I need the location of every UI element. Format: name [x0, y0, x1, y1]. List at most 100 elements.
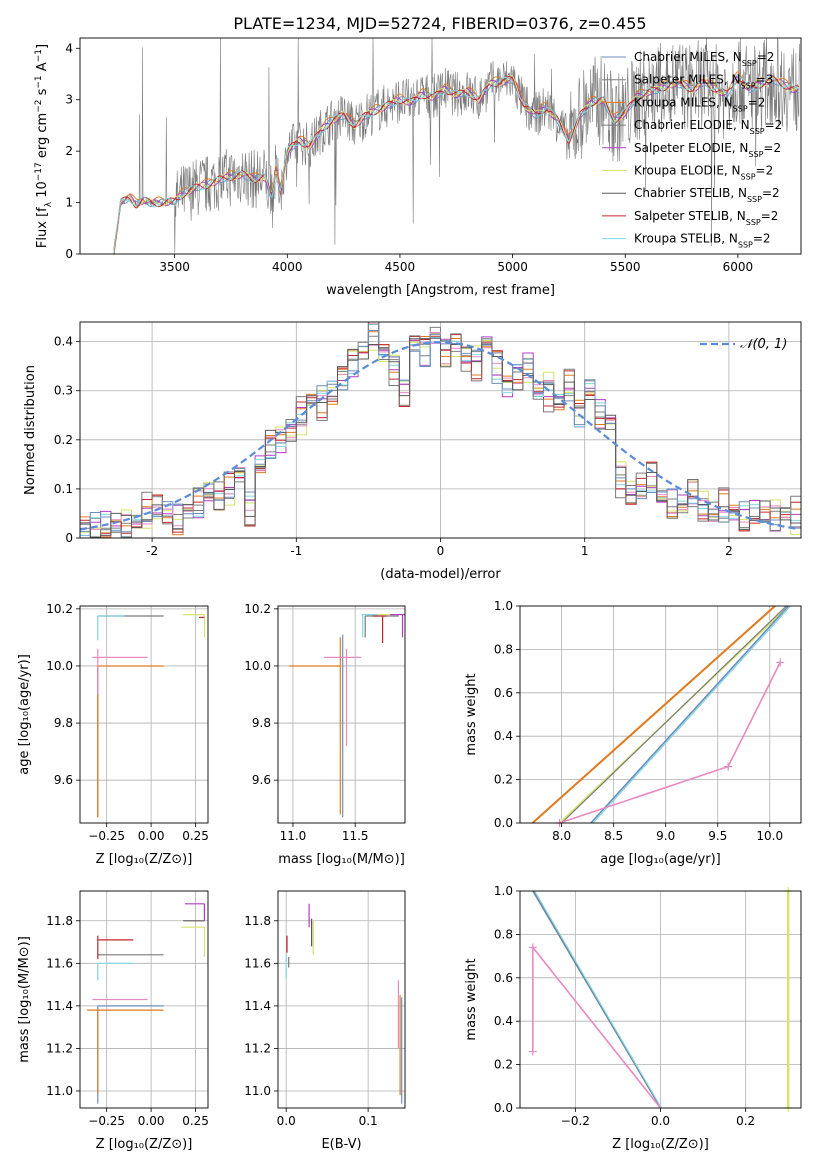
model-line	[113, 75, 800, 254]
legend-name: Kroupa MILES, N	[634, 95, 733, 109]
series-line	[592, 606, 792, 823]
x-tick-label: 0.2	[736, 1114, 755, 1128]
legend-sub: SSP	[741, 172, 756, 181]
y-tick-label: 0.4	[494, 729, 513, 743]
legend: 𝒩(0, 1)	[700, 337, 787, 352]
axes-mass-weight-vs-Z: −0.2 0.0 0.2 0.0 0.2 0.4 0.6 0.8 1.0 Z [log₁₀(Z/Z…	[464, 884, 802, 1152]
y-axis-label: mass weight	[464, 673, 479, 755]
legend-sub: SSP	[748, 149, 763, 158]
x-tick-label: 0.1	[359, 1114, 378, 1128]
y-tick-label: 0.2	[54, 433, 73, 447]
legend-label: Chabrier MILES, NSSP=2	[634, 50, 774, 68]
x-tick-label: −0.25	[88, 1114, 125, 1128]
x-tick-label: −0.2	[561, 1114, 590, 1128]
legend-name: Chabrier ELODIE, N	[634, 118, 750, 132]
x-tick-label: 0.0	[651, 1114, 670, 1128]
x-axis-label: mass [log₁₀(M/M⊙)]	[278, 852, 405, 867]
normal-curve	[80, 341, 799, 531]
legend-name: Chabrier MILES, N	[634, 50, 742, 64]
legend-name: Chabrier STELIB, N	[634, 186, 747, 200]
x-tick-label: −0.25	[88, 829, 125, 843]
x-tick-label: 11.0	[280, 829, 307, 843]
y-tick-label: 9.6	[54, 773, 73, 787]
plot-area	[520, 606, 801, 823]
x-tick-label: 0.25	[182, 1114, 209, 1128]
legend-name: Kroupa ELODIE, N	[634, 164, 741, 178]
plot-area	[80, 891, 208, 1108]
x-axis-label: Z [log₁₀(Z/Z⊙)]	[612, 1137, 709, 1152]
label-part: −1	[34, 49, 44, 62]
legend-sub: SSP	[750, 127, 765, 136]
axes-frame	[277, 890, 406, 1109]
series-line	[532, 946, 662, 1108]
model-line	[113, 76, 800, 254]
y-tick-label: 9.8	[252, 716, 271, 730]
y-tick-label: 0.4	[494, 1014, 513, 1028]
legend-label: Kroupa STELIB, NSSP=2	[634, 232, 771, 250]
series-line	[531, 606, 776, 823]
y-tick-label: 0	[65, 531, 73, 545]
legend-sub: SSP	[747, 195, 762, 204]
plot-area	[278, 606, 405, 823]
y-tick-label: 0.0	[494, 816, 513, 830]
x-tick-label: 0.25	[182, 829, 209, 843]
label-part: −2	[34, 100, 44, 113]
y-tick-label: 11.6	[244, 956, 271, 970]
y-tick-label: 0.2	[494, 1058, 513, 1072]
x-axis-label: age [log₁₀(age/yr)]	[600, 852, 721, 867]
y-tick-label: 0	[65, 247, 73, 261]
axes-residuals: -2 -1 0 1 2 0 0.1 0.2 0.3 0.4 (data-model)/error No…	[23, 321, 802, 582]
x-tick-label: 3500	[159, 260, 190, 274]
axes-mass-vs-Z: −0.25 0.00 0.25 11.0 11.2 11.4 11.6 11.8 Z [log₁…	[17, 890, 209, 1152]
x-axis-label: Z [log₁₀(Z/Z⊙)]	[96, 1137, 193, 1152]
y-tick-label: 1.0	[494, 599, 513, 613]
label-part: λ	[44, 201, 54, 207]
plot-area	[278, 891, 405, 1108]
y-tick-label: 11.2	[244, 1041, 271, 1055]
plot-area	[80, 606, 208, 823]
legend-label: Kroupa ELODIE, NSSP=2	[634, 164, 773, 182]
axes-frame	[79, 605, 209, 824]
legend-label: Kroupa MILES, NSSP=2	[634, 95, 765, 113]
y-tick-label: 0.6	[494, 686, 513, 700]
legend-tail: =2	[756, 164, 774, 178]
legend-name: Salpeter MILES, N	[634, 73, 741, 87]
x-tick-label: 5000	[497, 260, 528, 274]
y-axis-label: Normed distribution	[23, 365, 38, 495]
legend-tail: =2	[761, 209, 779, 223]
legend-tail: =2	[748, 95, 766, 109]
x-axis-label: Z [log₁₀(Z/Z⊙)]	[96, 852, 193, 867]
y-tick-label: 0.8	[494, 642, 513, 656]
series-line	[561, 606, 787, 823]
legend-name: Salpeter STELIB, N	[634, 209, 746, 223]
x-tick-label: 8.0	[552, 829, 571, 843]
y-tick-label: 10.0	[244, 659, 271, 673]
series-line	[559, 662, 781, 823]
series-line	[590, 606, 790, 823]
x-tick-label: 1	[581, 544, 589, 558]
legend-tail: =3	[756, 73, 774, 87]
model-line	[113, 71, 800, 250]
x-tick-label: 2	[725, 544, 733, 558]
legend-label: Salpeter MILES, NSSP=3	[634, 73, 773, 91]
label-part: s	[35, 88, 50, 99]
x-tick-label: 4500	[385, 260, 416, 274]
y-tick-label: 11.8	[244, 914, 271, 928]
y-tick-label: 3	[65, 93, 73, 107]
y-tick-label: 4	[65, 41, 73, 55]
x-tick-label: 11.5	[342, 829, 369, 843]
axes-frame	[79, 890, 209, 1109]
plot-area	[113, 38, 801, 254]
y-tick-label: 11.4	[244, 999, 271, 1013]
marker-plus	[528, 1047, 537, 1056]
y-tick-label: 0.6	[494, 971, 513, 985]
legend-label: Chabrier STELIB, NSSP=2	[634, 186, 780, 204]
plot-area	[520, 891, 801, 1108]
legend-sub: SSP	[742, 59, 757, 68]
marker-plus	[528, 943, 537, 952]
y-tick-label: 2	[65, 144, 73, 158]
y-tick-label: 10.0	[46, 659, 73, 673]
x-tick-label: 8.5	[604, 829, 623, 843]
label-part: erg cm	[35, 113, 50, 162]
legend-label: Chabrier ELODIE, NSSP=2	[634, 118, 782, 136]
